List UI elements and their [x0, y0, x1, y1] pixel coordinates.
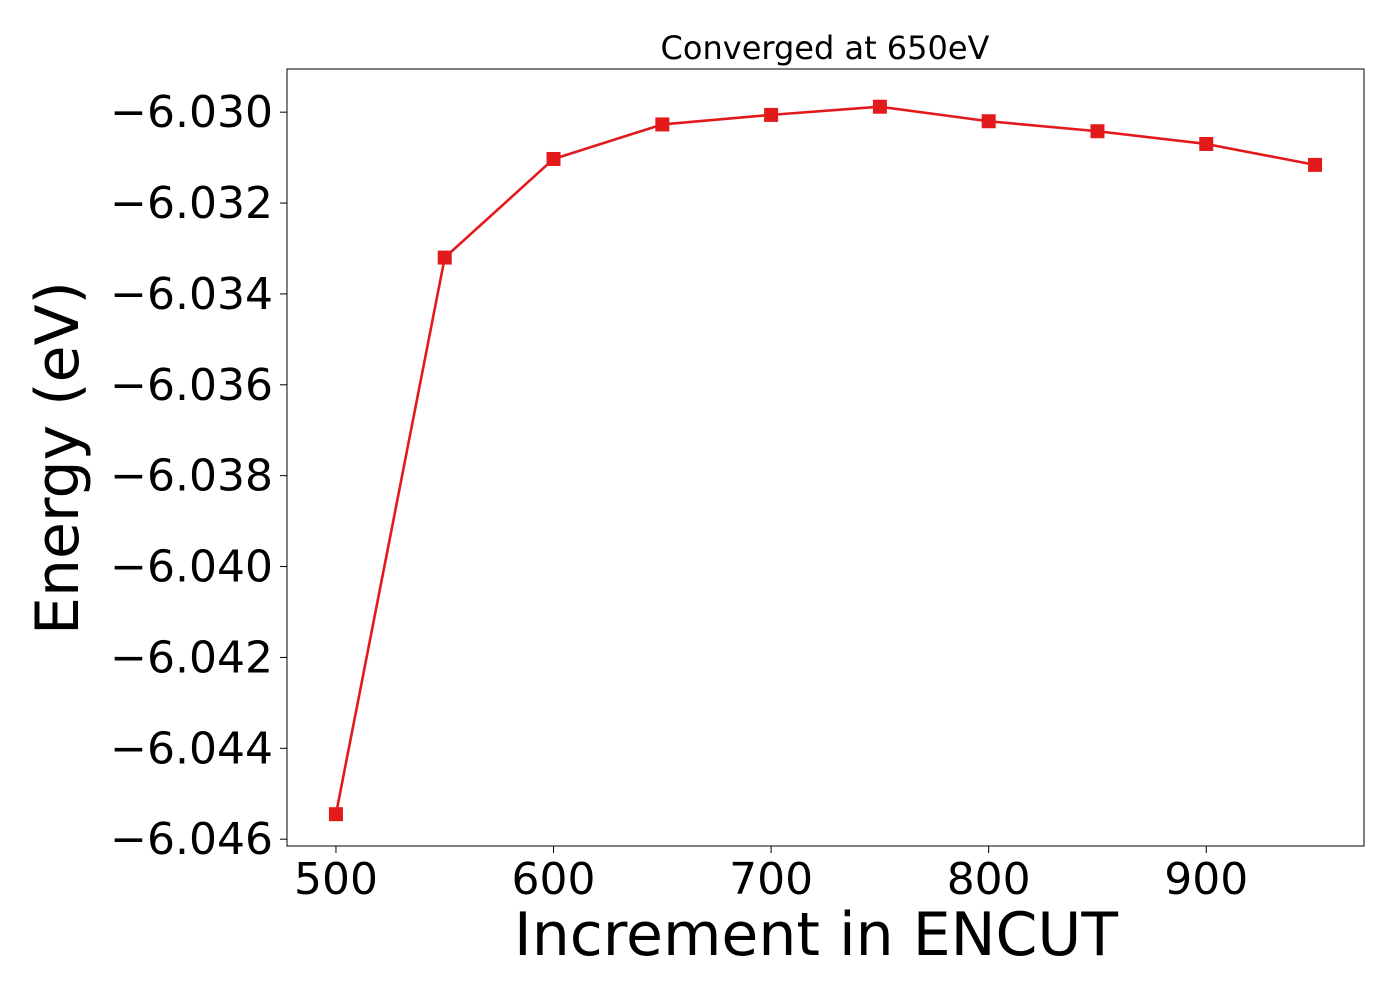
x-tick-label: 600 [512, 854, 596, 905]
chart-title: Converged at 650eV [661, 29, 990, 67]
y-tick-label: −6.040 [110, 542, 273, 593]
plot-area [286, 68, 1365, 847]
x-axis-label: Increment in ENCUT [514, 900, 1118, 970]
x-tick-label: 900 [1164, 854, 1248, 905]
x-axis-ticks: 500 600 700 800 900 [294, 846, 1248, 905]
y-axis-label: Energy (eV) [23, 281, 93, 635]
y-tick-label: −6.044 [110, 723, 273, 774]
data-point [1199, 136, 1214, 151]
y-tick-label: −6.046 [110, 814, 273, 865]
y-tick-label: −6.038 [110, 451, 273, 502]
data-point [655, 117, 670, 132]
axes-frame [286, 68, 1365, 847]
series-0 [328, 99, 1323, 822]
y-tick-label: −6.032 [110, 178, 273, 229]
x-tick-label: 700 [729, 854, 813, 905]
y-axis-ticks: −6.046 −6.044 −6.042 −6.040 −6.038 −6.036 −6.0… [110, 87, 287, 865]
data-point [872, 99, 887, 114]
data-point [1308, 157, 1323, 172]
data-point [328, 807, 343, 822]
data-point [437, 250, 452, 265]
data-point [546, 151, 561, 166]
data-point [981, 114, 996, 129]
data-point [1090, 124, 1105, 139]
y-tick-label: −6.034 [110, 269, 273, 320]
series-line [334, 105, 1316, 815]
x-tick-label: 500 [294, 854, 378, 905]
y-tick-label: −6.036 [110, 360, 273, 411]
y-tick-label: −6.030 [110, 87, 273, 138]
y-tick-label: −6.042 [110, 632, 273, 683]
data-point [764, 107, 779, 122]
x-tick-label: 800 [947, 854, 1031, 905]
